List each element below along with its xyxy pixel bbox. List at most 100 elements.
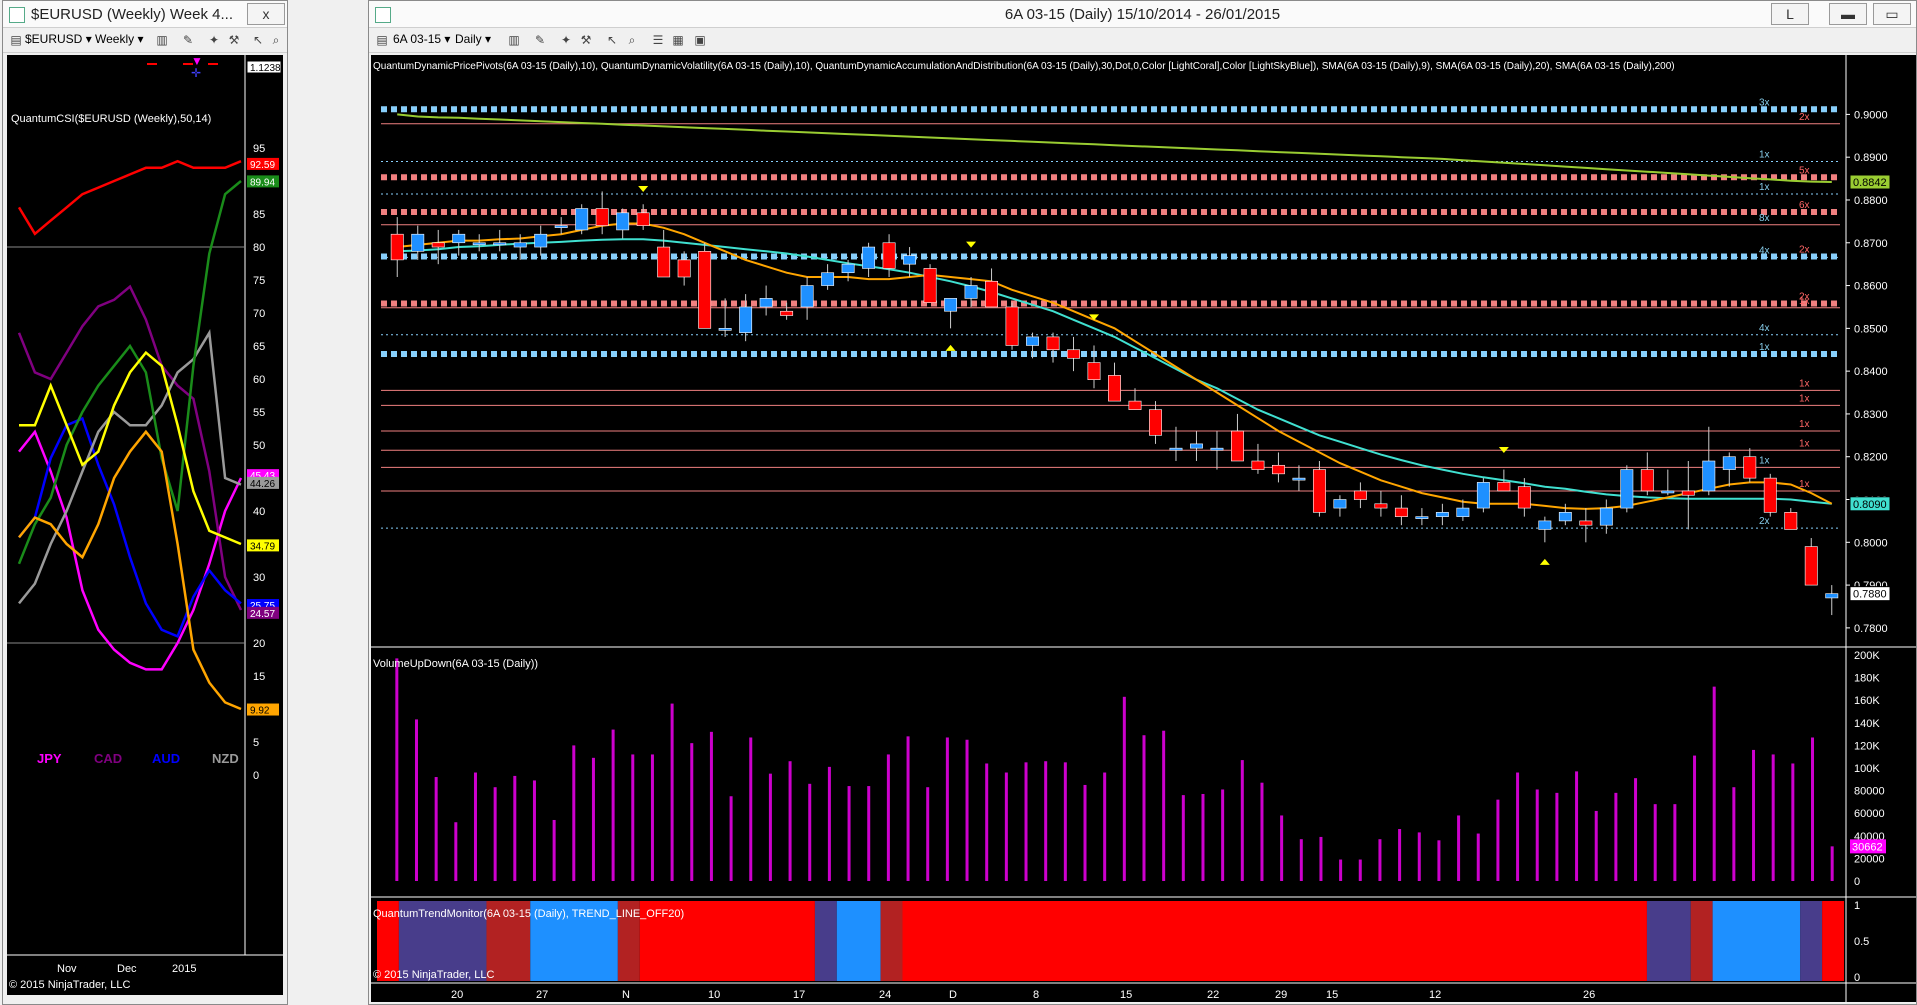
period-selector[interactable]: Weekly ▾ (95, 32, 144, 46)
volume-panel-label: VolumeUpDown(6A 03-15 (Daily)) (373, 658, 539, 670)
volume-bar (670, 703, 674, 881)
volume-bar (473, 772, 477, 881)
indicator-icon[interactable]: ✦ (560, 33, 572, 47)
volume-bar (906, 736, 910, 881)
strategy-icon[interactable]: ⚒ (228, 33, 240, 47)
chart-icon[interactable]: ▤ (10, 33, 22, 47)
csi-line-cad (17, 284, 243, 611)
candle-body (431, 242, 445, 248)
x-axis-label: N (622, 989, 630, 1001)
x-axis-label: 24 (879, 989, 891, 1001)
properties-icon[interactable]: ☰ (652, 33, 664, 47)
link-button[interactable]: L (1771, 3, 1809, 25)
drawing-pencil-icon[interactable]: ✎ (534, 33, 546, 47)
sma-9-line (397, 222, 1833, 510)
zone-strength-label: 4x (1759, 245, 1770, 256)
volume-axis-tick: 60000 (1854, 808, 1885, 820)
maximize-button[interactable]: ▭ (1873, 3, 1911, 25)
minimize-button[interactable]: ▬ (1829, 3, 1867, 25)
zoom-icon[interactable]: ⌕ (628, 33, 636, 47)
candle-body (493, 242, 507, 246)
period-selector[interactable]: Daily ▾ (455, 32, 492, 46)
candle-body (1476, 482, 1490, 509)
trend-segment (814, 901, 837, 981)
trend-segment (617, 901, 640, 981)
volume-bar (1299, 839, 1303, 881)
candle-body (1312, 469, 1326, 513)
data-box-icon[interactable]: ▦ (672, 33, 684, 47)
strategy-icon[interactable]: ⚒ (580, 33, 592, 47)
trend-segment (377, 901, 399, 981)
volume-bar (1162, 730, 1166, 881)
indicator-icon[interactable]: ✦ (208, 33, 220, 47)
volume-bar (650, 754, 654, 881)
instrument-selector[interactable]: 6A 03-15 ▾ (393, 32, 451, 46)
csi-axis-tick: 60 (253, 374, 265, 386)
price-value-badge: 0.8842 (1853, 177, 1887, 189)
candle-body (1169, 447, 1183, 451)
volume-axis-tick: 160K (1854, 695, 1880, 707)
volume-bar (395, 658, 399, 881)
volume-bar (1358, 859, 1362, 881)
volume-bar (690, 743, 694, 881)
price-indicator-label: QuantumDynamicPricePivots(6A 03-15 (Dail… (373, 61, 1675, 72)
x-axis-label: Nov (57, 963, 77, 975)
app-icon (9, 7, 25, 23)
value-badge: 44.26 (250, 479, 275, 490)
candle-body (718, 328, 732, 331)
csi-line-series-5 (17, 180, 242, 565)
zoom-icon[interactable]: ⌕ (272, 33, 280, 47)
volume-bar (611, 729, 615, 881)
cursor-icon[interactable]: ↖ (606, 33, 618, 47)
right-toolbar: ▤ 6A 03-15 ▾ Daily ▾ ▥ ✎ ✦ ⚒ ↖ ⌕ ☰ ▦ ▣ (369, 28, 1916, 53)
volume-bar (1732, 787, 1736, 881)
trend-axis-tick: 0 (1854, 972, 1860, 984)
csi-line-series-7 (18, 429, 242, 711)
drawing-pencil-icon[interactable]: ✎ (182, 33, 194, 47)
candle-body (903, 255, 917, 265)
candle-body (472, 242, 486, 246)
volume-bar (434, 777, 438, 881)
trend-segment (486, 901, 531, 981)
bar-style-icon[interactable]: ▥ (508, 33, 520, 47)
legend-cad: CAD (94, 751, 122, 766)
zone-strength-label: 2x (1799, 244, 1810, 255)
price-axis-tick: 0.8500 (1854, 323, 1888, 335)
bar-style-icon[interactable]: ▥ (156, 33, 168, 47)
candle-body (1681, 490, 1695, 496)
x-axis-label: Dec (117, 963, 137, 975)
candle-body (1251, 460, 1265, 470)
value-badge-box (247, 157, 279, 170)
zone-strength-label: 2x (1799, 292, 1810, 303)
volume-bar (1378, 839, 1382, 881)
volume-bar (1221, 789, 1225, 881)
price-axis-tick: 0.8800 (1854, 195, 1888, 207)
candle-body (944, 298, 958, 312)
price-badge: 1.1238 (250, 63, 281, 74)
trend-monitor-label: QuantumTrendMonitor(6A 03-15 (Daily), TR… (373, 908, 685, 920)
price-value-badge-box (1849, 586, 1891, 602)
volume-badge: 30662 (1852, 841, 1883, 853)
trend-segment (1822, 901, 1844, 981)
candle-body (1661, 490, 1675, 494)
volume-bar (945, 737, 949, 881)
cursor-icon[interactable]: ↖ (252, 33, 264, 47)
volume-bar (1791, 763, 1795, 881)
left-title-bar: $EURUSD (Weekly) Week 4... x (3, 1, 287, 28)
left-copyright: © 2015 NinjaTrader, LLC (9, 979, 131, 991)
candle-body (1784, 512, 1798, 530)
close-button[interactable]: x (247, 3, 285, 25)
candle-body (923, 268, 937, 303)
instrument-selector[interactable]: $EURUSD ▾ (25, 32, 92, 46)
volume-bar (1044, 761, 1048, 881)
volume-bar (1653, 804, 1657, 881)
volume-bar (1634, 778, 1638, 881)
candle-body (1067, 349, 1080, 359)
candle-body (657, 246, 671, 278)
price-value-badge-box (1849, 174, 1891, 190)
snapshot-icon[interactable]: ▣ (694, 33, 706, 47)
volume-bar (808, 783, 812, 881)
sma-200-line (397, 113, 1832, 183)
chart-icon[interactable]: ▤ (376, 33, 388, 47)
candle-body (636, 212, 650, 226)
